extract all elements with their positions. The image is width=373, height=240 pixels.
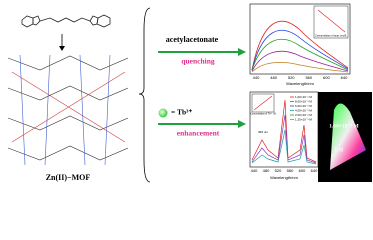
brace: [138, 7, 151, 183]
top-plot: Concentration of acac /mol/L 440 480 520 56…: [249, 3, 351, 86]
mof-label: Zn(II)−MOF: [46, 173, 91, 182]
molecule: [21, 14, 111, 28]
x-tick-label: 520: [288, 75, 295, 80]
cie-high-label: 1.00×10⁻² M: [329, 123, 359, 129]
inset-label: Concentration of Tb³⁺ /M: [250, 113, 275, 116]
enhancement-label: enhancement: [177, 129, 220, 138]
arrow-head: [238, 120, 246, 128]
analyte-label: acetylacetonate: [166, 35, 219, 44]
x-tick-label: 600: [299, 168, 306, 173]
x-tick-label: 560: [287, 168, 294, 173]
x-tick-label: 440: [251, 168, 258, 173]
x-tick-label: 480: [263, 168, 270, 173]
legend-label: 8.00×10⁻³ M: [295, 99, 312, 103]
x-tick-label: 600: [323, 75, 330, 80]
legend-label: 4.00×10⁻³ M: [295, 108, 312, 112]
arrow-head: [238, 48, 246, 56]
quenching-label: quenching: [181, 57, 215, 66]
graphic-abstract: Zn(II)−MOF acetylacetonate quenching = T…: [7, 3, 372, 183]
legend-label: 1.25×10⁻³ M: [295, 117, 312, 121]
x-tick-label: 640: [311, 168, 318, 173]
tb-label: = Tb³⁺: [171, 108, 192, 117]
page: {"left":{"mof_label":"Zn(II)\u2212MOF"},…: [7, 3, 372, 183]
x-tick-label: 560: [305, 75, 312, 80]
legend-label: 2.00×10⁻³ M: [295, 113, 312, 117]
cie-low-label: 0 M: [335, 147, 343, 153]
peak-label: 469 nm: [258, 130, 269, 134]
mof-network: [7, 54, 129, 166]
x-tick-label: 440: [253, 75, 260, 80]
x-axis-label: Wavelength/nm: [286, 81, 314, 86]
x-tick-label: 640: [341, 75, 348, 80]
x-axis-label: Wavelength/nm: [270, 175, 298, 180]
x-tick-label: 480: [270, 75, 277, 80]
cie-diagram: 1.00×10⁻² M 0 M: [318, 92, 372, 182]
arrow-head: [59, 46, 65, 51]
legend-label: 6.00×10⁻³ M: [295, 104, 312, 108]
x-tick-label: 520: [275, 168, 282, 173]
bottom-plot: Concentration of Tb³⁺ /M 469 nm 1.00×10⁻…: [249, 91, 319, 180]
inset-label: Concentration of acac /mol/L: [315, 35, 347, 38]
legend-label: 1.00×10⁻² M: [295, 95, 312, 99]
tb-ion: [158, 108, 168, 118]
